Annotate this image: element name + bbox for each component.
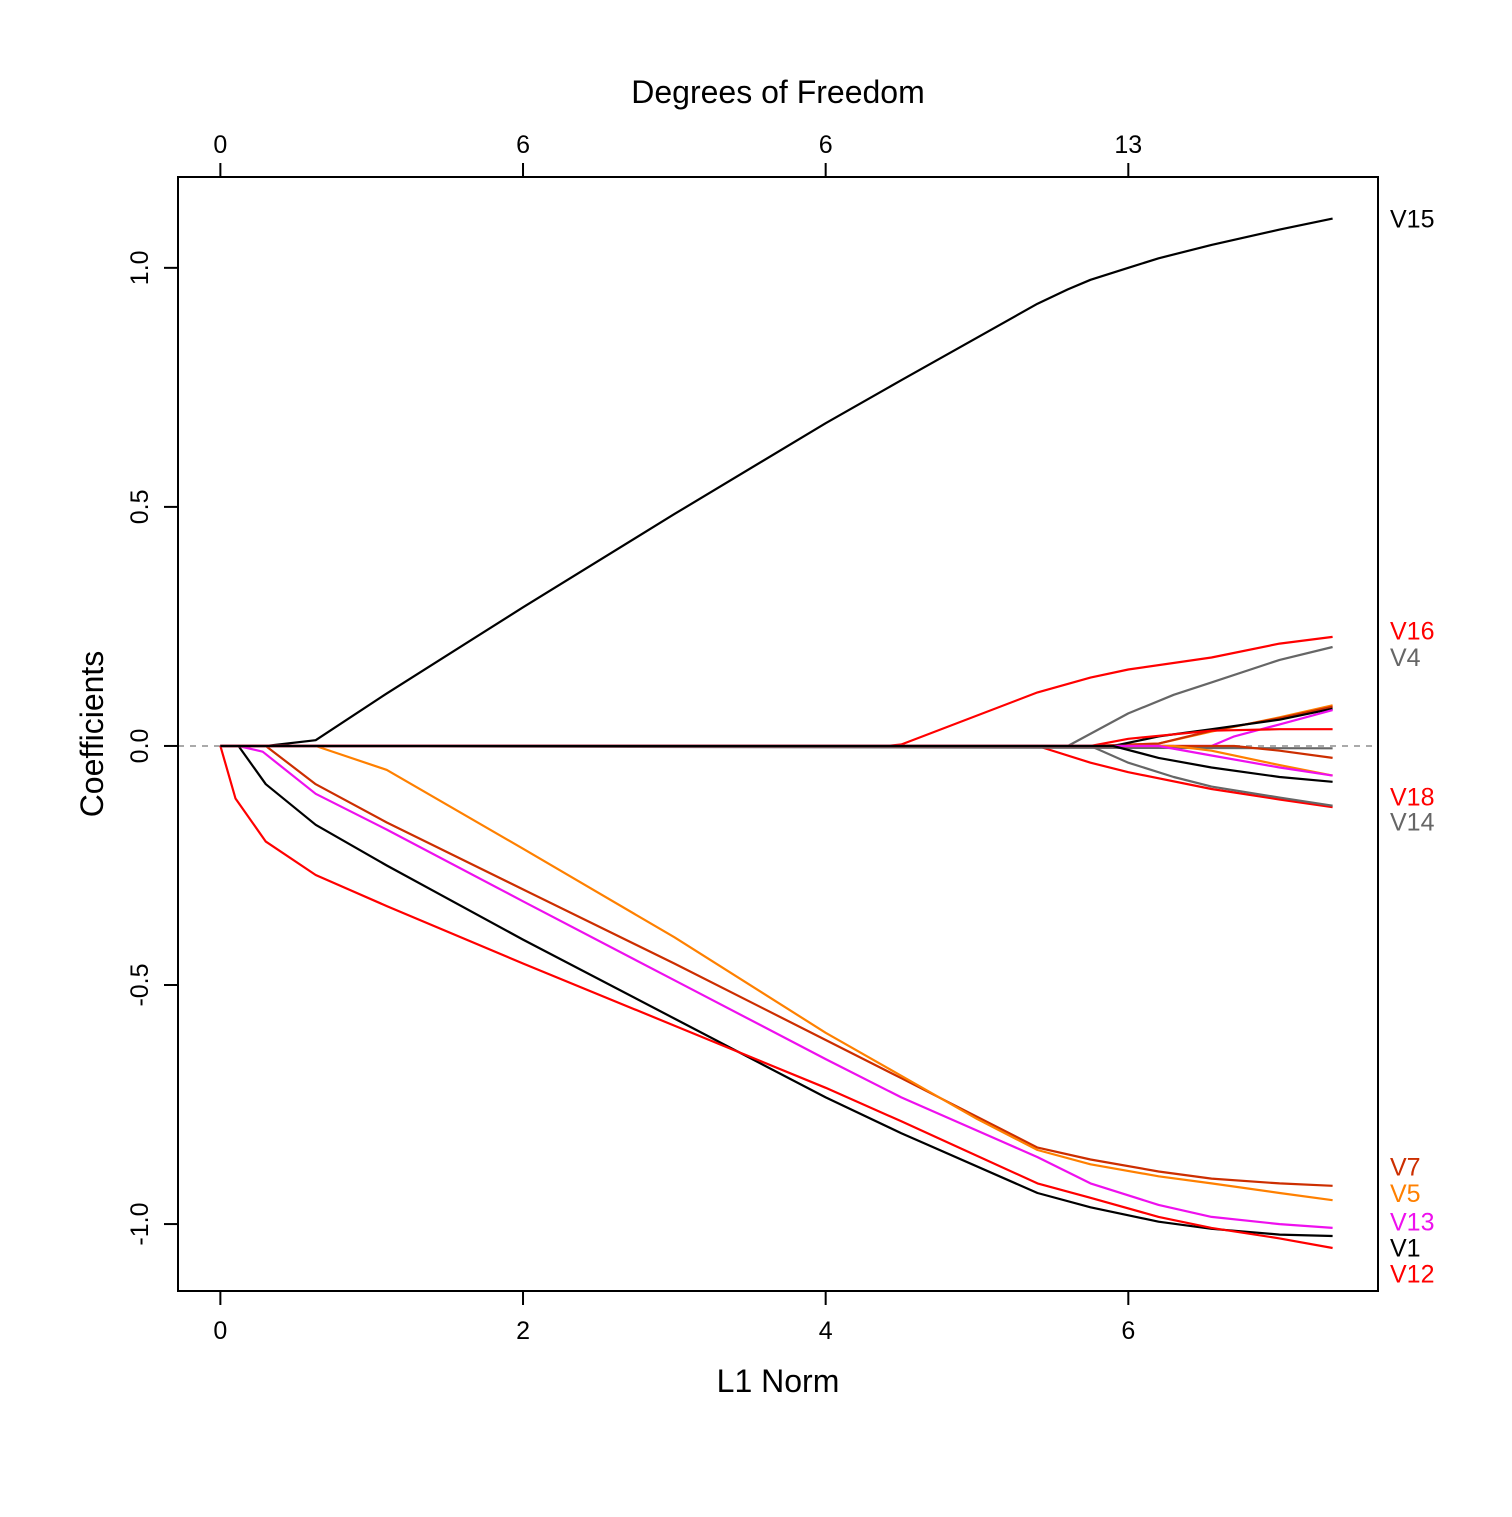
y-tick-label: -1.0 bbox=[126, 1203, 154, 1246]
series-line bbox=[220, 709, 1333, 748]
series-line bbox=[220, 704, 1333, 748]
x-tick-label: 2 bbox=[516, 1317, 530, 1345]
x-tick-label: 0 bbox=[213, 1317, 227, 1345]
series-line bbox=[220, 707, 1333, 748]
top-tick-label: 13 bbox=[1114, 131, 1142, 159]
y-axis-title: Coefficients bbox=[74, 651, 110, 818]
y-tick-label: 0.0 bbox=[126, 729, 154, 764]
series-line-v5 bbox=[220, 744, 1333, 1202]
series-line-v14 bbox=[220, 744, 1333, 807]
series-line-v16 bbox=[220, 635, 1333, 748]
top-tick-label: 6 bbox=[819, 131, 833, 159]
end-label-v13: V13 bbox=[1390, 1209, 1434, 1237]
x-tick-label: 6 bbox=[1121, 1317, 1135, 1345]
coefficient-paths bbox=[219, 217, 1333, 1250]
series-line-v4 bbox=[220, 645, 1333, 748]
series-line-v13 bbox=[220, 744, 1333, 1229]
end-label-v7: V7 bbox=[1390, 1154, 1421, 1182]
series-line-v7 bbox=[220, 744, 1333, 1187]
series-line bbox=[220, 705, 1333, 748]
y-tick-label: -0.5 bbox=[126, 963, 154, 1006]
end-label-v18: V18 bbox=[1390, 784, 1434, 812]
series-line-v18 bbox=[220, 744, 1333, 809]
end-label-v14: V14 bbox=[1390, 808, 1435, 836]
top-tick-label: 6 bbox=[516, 131, 530, 159]
top-axis-title: Degrees of Freedom bbox=[631, 74, 924, 110]
y-tick-label: 1.0 bbox=[126, 250, 154, 285]
plot-frame bbox=[177, 176, 1379, 1292]
end-label-v12: V12 bbox=[1390, 1260, 1434, 1288]
end-label-v5: V5 bbox=[1390, 1180, 1421, 1208]
top-tick-label: 0 bbox=[213, 131, 227, 159]
x-axis-title: L1 Norm bbox=[717, 1363, 840, 1399]
end-label-v4: V4 bbox=[1390, 644, 1421, 672]
y-tick-label: 0.5 bbox=[126, 490, 154, 525]
end-label-v1: V1 bbox=[1390, 1234, 1421, 1262]
x-tick-label: 4 bbox=[819, 1317, 833, 1345]
end-label-v16: V16 bbox=[1390, 618, 1434, 646]
series-line bbox=[220, 744, 1333, 783]
series-line bbox=[220, 728, 1333, 748]
end-label-v15: V15 bbox=[1390, 206, 1434, 234]
series-line-v15 bbox=[220, 217, 1333, 748]
axis-ticks: 0 2 4 6 0 6 6 13 -1.0 -0.5 0.0 0.5 1.0 bbox=[126, 131, 1142, 1345]
series-line-v1 bbox=[220, 744, 1333, 1238]
series-line-v12 bbox=[219, 745, 1333, 1250]
